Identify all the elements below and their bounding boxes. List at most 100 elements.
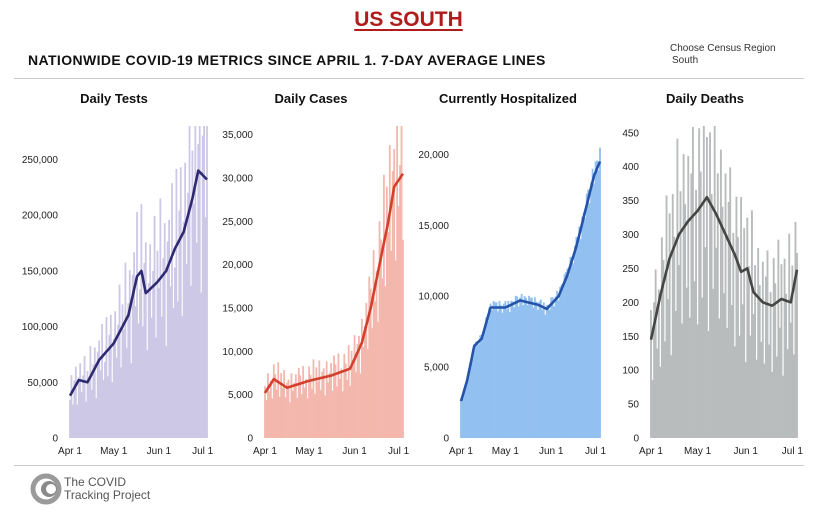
bar xyxy=(146,350,149,438)
bar xyxy=(710,194,713,438)
bar xyxy=(296,397,299,438)
bar xyxy=(676,138,679,438)
average-line xyxy=(68,169,208,397)
bar xyxy=(302,366,305,438)
bar xyxy=(502,303,505,438)
bar xyxy=(525,297,527,438)
bar xyxy=(162,258,165,438)
bar xyxy=(758,285,761,438)
bar xyxy=(175,168,178,438)
bar xyxy=(390,250,393,438)
y-tick-label: 5,000 xyxy=(228,390,253,401)
bar xyxy=(99,370,102,438)
bar xyxy=(69,399,71,438)
bar xyxy=(780,264,783,438)
bar xyxy=(316,381,319,438)
bar xyxy=(563,274,566,438)
bar xyxy=(314,394,316,438)
bar xyxy=(688,317,691,438)
bar xyxy=(730,305,733,438)
bar xyxy=(128,270,131,438)
bar xyxy=(299,375,302,438)
y-tick-label: 25,000 xyxy=(222,217,253,228)
bar xyxy=(522,305,525,438)
bar xyxy=(491,310,493,438)
x-tick-label: May 1 xyxy=(492,446,520,457)
bar xyxy=(286,382,288,438)
bar xyxy=(740,197,743,438)
census-region-picker[interactable]: Choose Census Region South xyxy=(670,43,776,67)
bar xyxy=(83,356,86,438)
bar xyxy=(650,310,652,438)
bar xyxy=(559,286,561,438)
bar xyxy=(131,274,134,438)
bar xyxy=(120,367,122,438)
bar xyxy=(369,288,372,438)
bar xyxy=(690,173,693,438)
bar xyxy=(539,299,542,438)
bar xyxy=(272,364,275,438)
bar xyxy=(82,375,85,438)
bar xyxy=(505,309,508,438)
bar xyxy=(155,337,157,438)
bar xyxy=(380,239,382,438)
bar xyxy=(702,126,705,438)
bar xyxy=(492,301,495,438)
bar xyxy=(591,168,594,439)
bar xyxy=(752,314,755,438)
chart-title: Daily Cases xyxy=(275,91,348,106)
bar xyxy=(141,326,144,438)
bar xyxy=(136,211,138,438)
bar xyxy=(534,297,536,438)
bar xyxy=(144,242,147,438)
bar xyxy=(705,137,708,439)
bar xyxy=(651,379,654,438)
bar xyxy=(178,210,181,438)
bar xyxy=(337,353,340,438)
y-tick-label: 450 xyxy=(622,128,639,139)
bar xyxy=(347,345,350,438)
bar xyxy=(185,264,188,438)
bar xyxy=(274,374,277,438)
bar xyxy=(192,203,195,438)
bar xyxy=(536,310,539,438)
bar xyxy=(194,126,197,438)
census-region-value[interactable]: South xyxy=(672,55,699,66)
bar xyxy=(397,205,400,438)
bar xyxy=(358,335,360,438)
y-tick-label: 0 xyxy=(247,434,253,445)
chart-daily-tests: Daily Tests 0 50,000 100,000 150,000 200,000 2… xyxy=(22,91,214,457)
bar xyxy=(531,297,533,438)
bar xyxy=(746,217,749,438)
bar xyxy=(341,391,344,438)
bar xyxy=(124,262,127,438)
y-tick-label: 50 xyxy=(628,400,640,411)
x-tick-label: Jul 1 xyxy=(388,446,410,457)
bar xyxy=(117,324,119,438)
bar xyxy=(149,244,152,438)
bar xyxy=(709,132,711,438)
bar xyxy=(283,370,285,438)
bar xyxy=(575,236,578,438)
bar xyxy=(707,330,710,438)
bar xyxy=(130,363,133,438)
bar xyxy=(305,378,308,438)
bar xyxy=(528,295,530,438)
bar xyxy=(668,213,671,438)
bar xyxy=(749,335,752,438)
bar xyxy=(381,278,384,438)
bar xyxy=(89,346,92,438)
bar xyxy=(134,306,137,438)
y-tick-label: 0 xyxy=(443,434,449,445)
bar xyxy=(477,344,480,438)
bar xyxy=(366,349,369,438)
bar xyxy=(542,302,545,438)
bar xyxy=(775,356,778,438)
bar xyxy=(153,215,156,438)
bar xyxy=(796,252,798,438)
census-region-label: Choose Census Region xyxy=(670,43,776,54)
bar xyxy=(523,296,526,438)
y-tick-label: 50,000 xyxy=(27,378,58,389)
bar xyxy=(471,349,474,438)
bar xyxy=(137,323,140,438)
